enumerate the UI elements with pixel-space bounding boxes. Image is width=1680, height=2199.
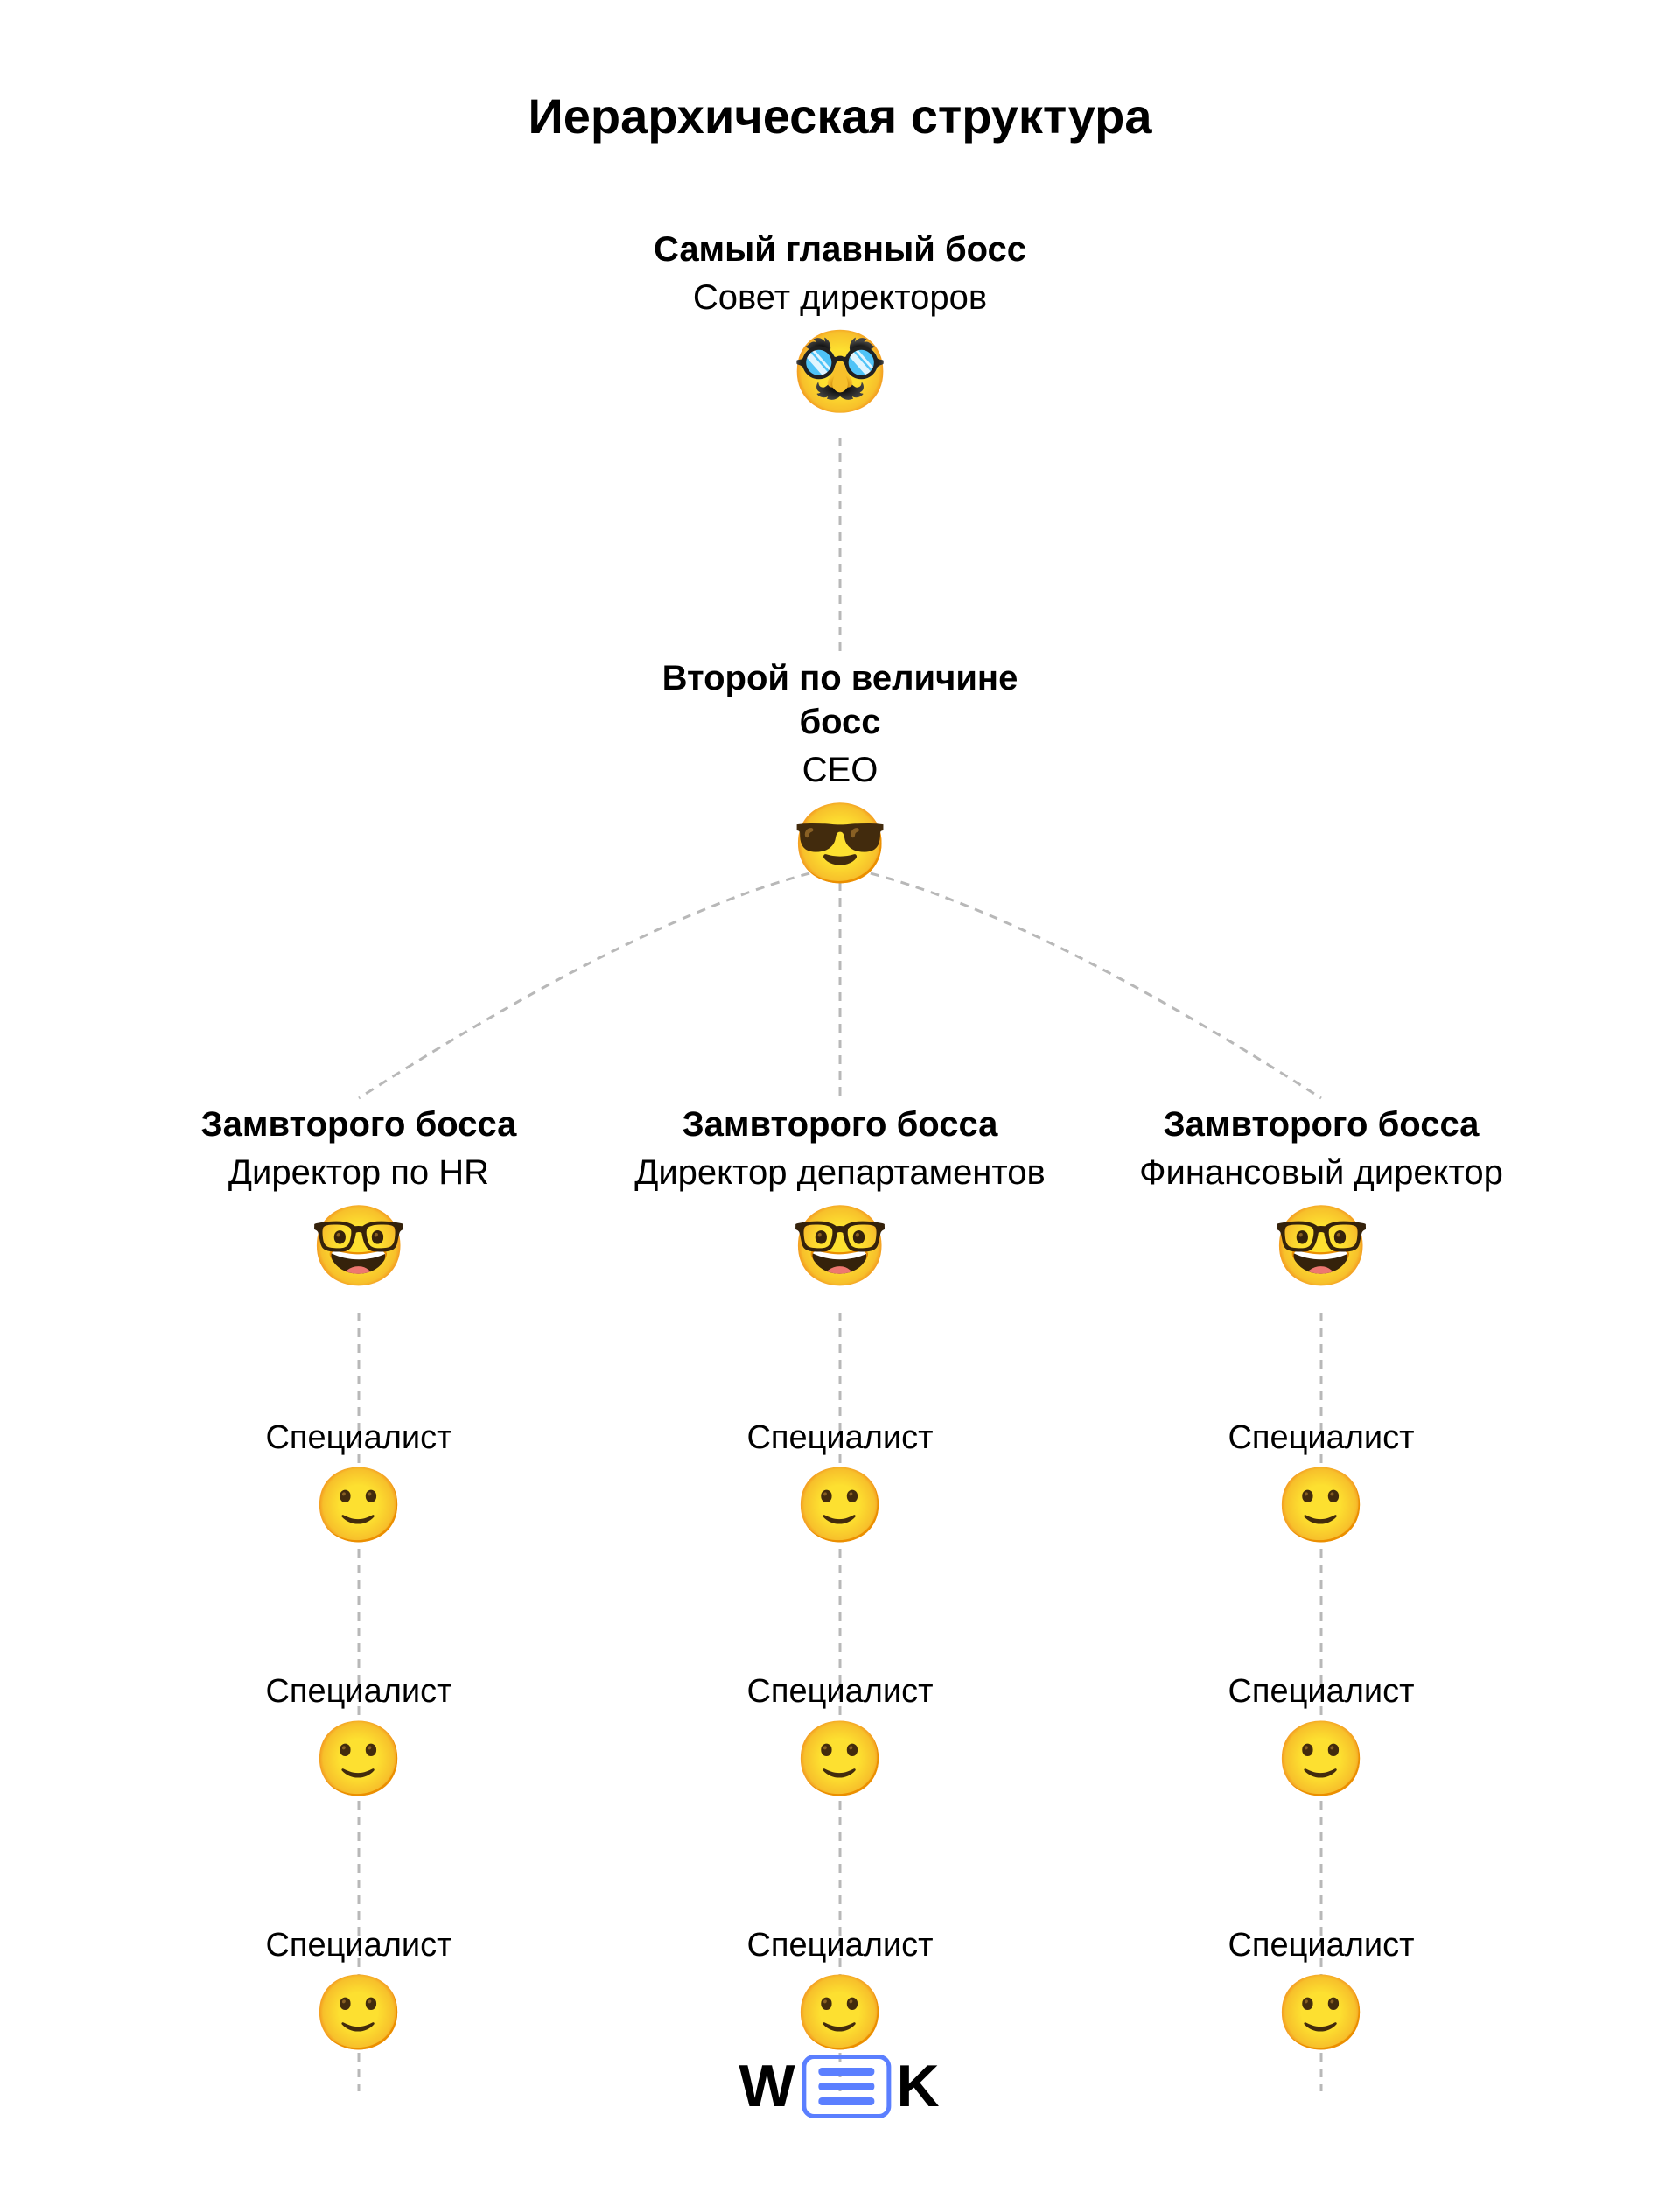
boss-role: Самый главный босс <box>654 228 1026 271</box>
node-spec-3-2: Специалист 🙂 <box>1111 1671 1531 1796</box>
slightly-smiling-face-icon: 🙂 <box>313 1722 405 1796</box>
sunglasses-face-icon: 😎 <box>791 805 889 884</box>
spec-label: Специалист <box>1228 1671 1414 1713</box>
dep3-subrole: Финансовый директор <box>1139 1150 1503 1195</box>
node-dep2: Замвторого босса Директор департаментов … <box>630 1103 1050 1286</box>
spec-label: Специалист <box>265 1925 452 1967</box>
nerd-face-icon: 🤓 <box>1272 1208 1370 1286</box>
spec-label: Специалист <box>746 1925 933 1967</box>
node-spec-3-1: Специалист 🙂 <box>1111 1418 1531 1542</box>
node-spec-1-3: Специалист 🙂 <box>149 1925 569 2049</box>
node-ceo: Второй по величине босс CEO 😎 <box>630 656 1050 884</box>
ceo-subrole: CEO <box>802 747 878 793</box>
dep2-role: Замвторого босса <box>682 1103 998 1146</box>
slightly-smiling-face-icon: 🙂 <box>794 1976 886 2049</box>
node-spec-2-3: Специалист 🙂 <box>630 1925 1050 2049</box>
spec-label: Специалист <box>746 1418 933 1460</box>
slightly-smiling-face-icon: 🙂 <box>1276 1722 1368 1796</box>
spec-label: Специалист <box>265 1671 452 1713</box>
boss-subrole: Совет директоров <box>693 275 987 320</box>
spec-label: Специалист <box>265 1418 452 1460</box>
logo-w: W <box>738 2052 796 2120</box>
edge-ceo-dep3 <box>840 866 1321 1098</box>
node-dep1: Замвторого босса Директор по HR 🤓 <box>149 1103 569 1286</box>
node-spec-3-3: Специалист 🙂 <box>1111 1925 1531 2049</box>
weeek-logo: W K <box>738 2052 941 2120</box>
node-dep3: Замвторого босса Финансовый директор 🤓 <box>1111 1103 1531 1286</box>
slightly-smiling-face-icon: 🙂 <box>794 1722 886 1796</box>
nerd-face-icon: 🤓 <box>310 1208 408 1286</box>
dep3-role: Замвторого босса <box>1164 1103 1480 1146</box>
slightly-smiling-face-icon: 🙂 <box>1276 1976 1368 2049</box>
edge-ceo-dep1 <box>359 866 840 1098</box>
dep1-subrole: Директор по HR <box>228 1150 489 1195</box>
node-spec-1-1: Специалист 🙂 <box>149 1418 569 1542</box>
page-title: Иерархическая структура <box>0 88 1680 144</box>
logo-k: K <box>897 2052 942 2120</box>
slightly-smiling-face-icon: 🙂 <box>1276 1468 1368 1542</box>
node-spec-1-2: Специалист 🙂 <box>149 1671 569 1796</box>
dep1-role: Замвторого босса <box>201 1103 517 1146</box>
node-boss: Самый главный босс Совет директоров 🥸 <box>630 228 1050 411</box>
slightly-smiling-face-icon: 🙂 <box>313 1976 405 2049</box>
dep2-subrole: Директор департаментов <box>634 1150 1046 1195</box>
spec-label: Специалист <box>746 1671 933 1713</box>
disguised-face-icon: 🥸 <box>791 333 889 411</box>
node-spec-2-2: Специалист 🙂 <box>630 1671 1050 1796</box>
nerd-face-icon: 🤓 <box>791 1208 889 1286</box>
node-spec-2-1: Специалист 🙂 <box>630 1418 1050 1542</box>
spec-label: Специалист <box>1228 1925 1414 1967</box>
spec-label: Специалист <box>1228 1418 1414 1460</box>
logo-bars-icon <box>802 2055 892 2118</box>
slightly-smiling-face-icon: 🙂 <box>313 1468 405 1542</box>
ceo-role: Второй по величине босс <box>630 656 1050 744</box>
slightly-smiling-face-icon: 🙂 <box>794 1468 886 1542</box>
